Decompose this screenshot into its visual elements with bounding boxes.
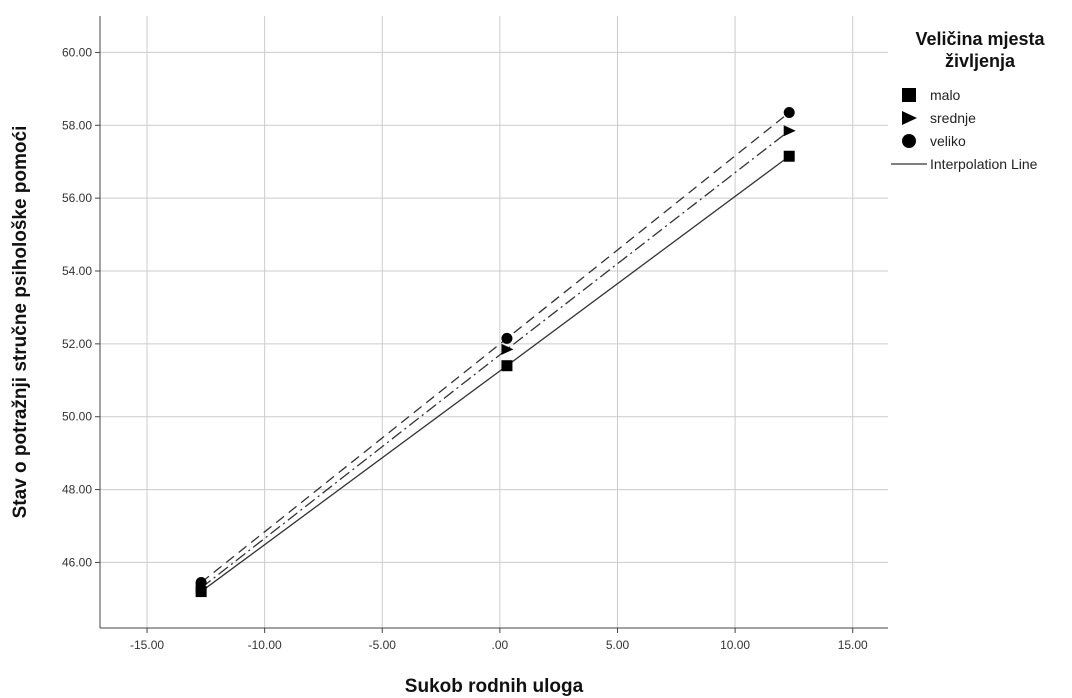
series [195, 107, 796, 598]
legend-title-line-2: življenja [945, 51, 1016, 71]
data-point-malo [195, 586, 207, 598]
data-point-srednje [783, 125, 796, 137]
series-line-veliko [200, 112, 790, 583]
y-tick-label: 58.00 [62, 118, 92, 132]
grid [95, 16, 888, 633]
x-tick-labels: -15.00 -10.00 -5.00 .00 5.00 10.00 15.00 [130, 638, 868, 652]
legend-item-srednje: srednje [902, 110, 976, 126]
x-axis-title: Sukob rodnih uloga [405, 676, 584, 697]
legend-label-srednje: srednje [930, 110, 976, 126]
y-tick-label: 48.00 [62, 483, 92, 497]
legend-marker-veliko [902, 134, 916, 148]
legend-item-interpolation: Interpolation Line [891, 156, 1038, 172]
data-point-veliko [501, 332, 513, 344]
legend-label-interpolation: Interpolation Line [930, 156, 1038, 172]
series-srednje [195, 125, 796, 594]
x-tick-label: -15.00 [130, 638, 164, 652]
data-point-malo [783, 150, 795, 162]
x-tick-label: .00 [492, 638, 509, 652]
data-point-veliko [195, 576, 207, 588]
series-veliko [195, 107, 795, 588]
data-point-malo [501, 360, 513, 372]
y-tick-label: 56.00 [62, 191, 92, 205]
x-tick-label: 10.00 [720, 638, 750, 652]
series-line-malo [200, 155, 790, 593]
y-tick-label: 50.00 [62, 410, 92, 424]
x-tick-label: -10.00 [248, 638, 282, 652]
data-point-srednje [501, 343, 514, 355]
x-tick-label: -5.00 [369, 638, 397, 652]
y-tick-label: 54.00 [62, 264, 92, 278]
y-tick-labels: 46.00 48.00 50.00 52.00 54.00 56.00 58.00 60.00 [62, 45, 92, 569]
x-tick-label: 5.00 [606, 638, 630, 652]
legend-label-malo: malo [930, 87, 961, 103]
legend: Veličina mjesta življenja malo srednje vel… [891, 29, 1046, 172]
axes [99, 16, 888, 629]
y-axis-title: Stav o potražnji stručne psihološke pomo… [10, 126, 31, 519]
legend-item-malo: malo [902, 87, 961, 103]
legend-label-veliko: veliko [930, 133, 966, 149]
series-line-srednje [200, 130, 790, 589]
series-malo [195, 150, 795, 598]
legend-item-veliko: veliko [902, 133, 966, 149]
data-point-veliko [783, 107, 795, 119]
legend-title-line-1: Veličina mjesta [915, 29, 1045, 49]
y-tick-label: 60.00 [62, 45, 92, 59]
legend-marker-malo [902, 88, 916, 102]
legend-marker-srednje [902, 111, 917, 125]
x-tick-label: 15.00 [838, 638, 868, 652]
y-tick-label: 46.00 [62, 555, 92, 569]
y-tick-label: 52.00 [62, 337, 92, 351]
